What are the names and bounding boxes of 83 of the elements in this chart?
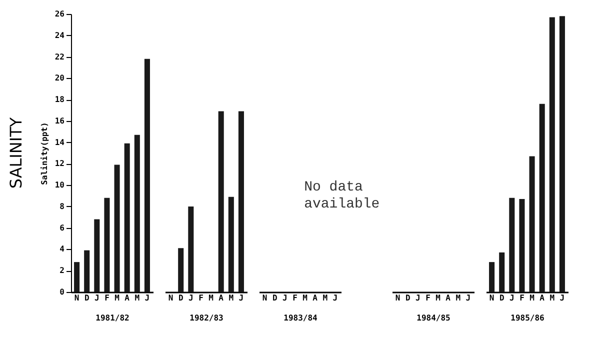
x-tick-label: J bbox=[415, 294, 420, 302]
x-axis-title: 1984/85 bbox=[416, 314, 451, 322]
y-tick-label: 26 bbox=[54, 10, 65, 18]
y-tick-label: 24 bbox=[54, 30, 65, 40]
x-tick-label: D bbox=[272, 294, 278, 302]
x-tick-label: A bbox=[446, 294, 451, 302]
annotation: No data available bbox=[304, 179, 380, 212]
bar bbox=[134, 134, 140, 292]
x-tick-label: J bbox=[188, 294, 194, 302]
bar bbox=[114, 164, 120, 292]
x-tick-label: F bbox=[520, 294, 525, 302]
y-tick-label: 4 bbox=[60, 244, 65, 254]
x-tick-label: N bbox=[395, 294, 400, 302]
x-tick-label: M bbox=[302, 294, 308, 302]
bar bbox=[539, 104, 545, 292]
bar bbox=[529, 156, 535, 292]
y-tick-label: 10 bbox=[54, 180, 65, 190]
bar bbox=[84, 250, 90, 292]
y-tick-label: 2 bbox=[60, 266, 65, 276]
x-axis-title: 1983/84 bbox=[284, 314, 318, 322]
x-tick-label: J bbox=[238, 294, 244, 302]
x-tick-label: N bbox=[489, 294, 494, 302]
x-tick-label: D bbox=[499, 294, 504, 302]
text: SALINITY bbox=[6, 117, 26, 189]
x-tick-label: J bbox=[560, 294, 565, 302]
x-tick-label: A bbox=[218, 294, 224, 302]
x-tick-label: M bbox=[208, 294, 214, 302]
bar bbox=[124, 143, 130, 292]
x-axis-title: 1981/82 bbox=[96, 314, 130, 322]
x-tick-label: J bbox=[509, 294, 514, 302]
x-tick-label: M bbox=[114, 294, 120, 302]
bar bbox=[489, 262, 495, 292]
x-tick-label: M bbox=[228, 294, 234, 302]
bar bbox=[519, 198, 525, 292]
y-tick-label: 6 bbox=[60, 223, 65, 232]
x-tick-label: M bbox=[550, 294, 555, 302]
x-tick-label: M bbox=[436, 294, 441, 302]
y-tick-label: 12 bbox=[54, 159, 65, 168]
bar bbox=[104, 198, 110, 292]
x-tick-label: D bbox=[84, 294, 90, 302]
x-tick-label: M bbox=[134, 294, 140, 302]
x-tick-label: D bbox=[405, 294, 410, 302]
x-axis-title: 1985/86 bbox=[510, 314, 545, 322]
x-tick-label: M bbox=[322, 294, 328, 302]
y-tick-label: 18 bbox=[54, 95, 65, 104]
x-tick-label: F bbox=[198, 294, 204, 302]
x-tick-label: N bbox=[262, 294, 268, 302]
y-tick-label: 8 bbox=[60, 202, 65, 211]
y-tick-label: 0 bbox=[60, 288, 65, 296]
x-tick-label: N bbox=[74, 294, 80, 302]
x-tick-label: J bbox=[144, 294, 150, 302]
x-tick-label: M bbox=[530, 294, 535, 302]
y-axis-title: Salinity(ppt) bbox=[40, 122, 49, 185]
bar bbox=[238, 111, 244, 292]
x-tick-label: F bbox=[292, 294, 298, 302]
x-tick-label: A bbox=[124, 294, 130, 302]
bar bbox=[178, 248, 184, 292]
y-tick-label: 16 bbox=[54, 116, 65, 126]
bar bbox=[94, 219, 100, 292]
x-tick-label: A bbox=[540, 294, 545, 302]
bar bbox=[509, 198, 515, 292]
x-tick-label: M bbox=[456, 294, 461, 302]
x-tick-label: F bbox=[104, 294, 110, 302]
bar bbox=[144, 58, 150, 292]
x-tick-label: D bbox=[178, 294, 184, 302]
x-axis-title: 1982/83 bbox=[190, 314, 224, 322]
y-tick-label: 14 bbox=[54, 138, 65, 147]
bar bbox=[74, 262, 80, 292]
bar bbox=[549, 17, 555, 292]
x-tick-label: J bbox=[282, 294, 288, 302]
y-tick-label: 22 bbox=[54, 52, 65, 62]
bar bbox=[228, 196, 234, 292]
x-tick-label: A bbox=[312, 294, 318, 302]
bar bbox=[499, 252, 505, 292]
x-tick-label: J bbox=[332, 294, 338, 302]
x-tick-label: N bbox=[168, 294, 174, 302]
x-tick-label: J bbox=[94, 294, 100, 302]
y-tick-label: 20 bbox=[54, 74, 65, 83]
bar bbox=[188, 206, 194, 292]
x-tick-label: F bbox=[426, 294, 431, 302]
bar bbox=[559, 16, 565, 292]
bar bbox=[218, 111, 224, 292]
x-tick-label: J bbox=[466, 294, 471, 302]
